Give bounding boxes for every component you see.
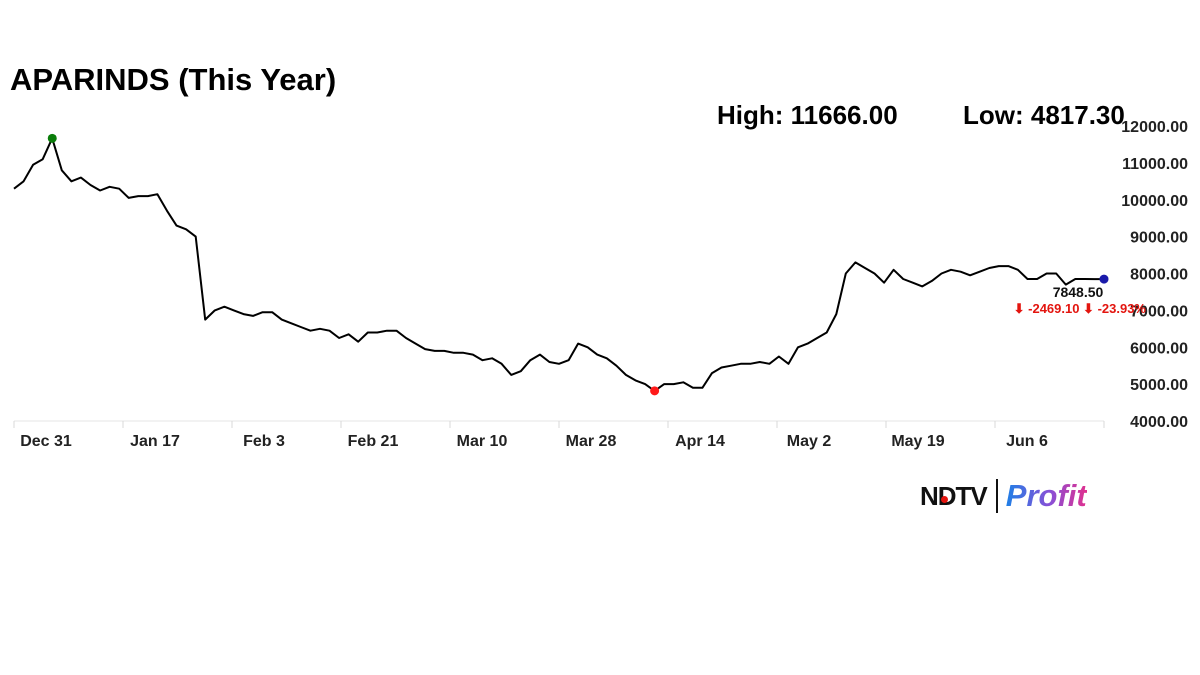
ndtv-red-dot [941,495,948,503]
x-tick-label: May 19 [891,433,944,450]
x-tick-label: Feb 3 [243,433,285,450]
x-tick-marks [13,421,1105,428]
y-tick-label: 6000.00 [1130,340,1188,357]
change-label: ⬇ -2469.10 ⬇ -23.93% [1014,301,1147,316]
y-tick-label: 12000.00 [1121,119,1188,136]
low-value: Low: 4817.30 [963,100,1125,130]
high-value: High: 11666.00 [717,100,898,130]
profit-wordmark: Profit [1005,478,1087,513]
x-axis-labels: Dec 31 Jan 17 Feb 3 Feb 21 Mar 10 Mar 28 Apr 1… [20,433,1048,450]
last-price-marker [1099,274,1109,284]
x-tick-label: Jan 17 [130,433,180,450]
x-tick-label: Jun 6 [1006,433,1048,450]
logo-divider [995,479,998,513]
x-tick-label: May 2 [787,433,832,450]
markers [47,133,1109,396]
chart-title: APARINDS (This Year) [10,62,337,97]
x-tick-label: Apr 14 [675,433,725,450]
y-axis-labels: 12000.00 11000.00 10000.00 9000.00 8000.00 70… [1121,119,1188,431]
y-tick-label: 9000.00 [1130,230,1188,247]
x-tick-label: Feb 21 [348,433,399,450]
price-line [13,137,1104,392]
ndtv-profit-logo: NDTV Profit [920,476,1087,516]
x-tick-label: Mar 28 [566,433,617,450]
x-tick-label: Dec 31 [20,433,72,450]
low-marker [650,386,660,396]
y-tick-label: 11000.00 [1122,156,1188,173]
x-tick-label: Mar 10 [457,433,508,450]
last-price-label: 7848.50 [1053,284,1104,300]
y-tick-label: 4000.00 [1130,414,1188,431]
y-tick-label: 5000.00 [1130,377,1188,394]
y-tick-label: 10000.00 [1121,193,1188,210]
y-tick-label: 7000.00 [1130,303,1188,320]
ndtv-wordmark: NDTV [920,480,988,511]
high-marker [47,133,57,143]
y-tick-label: 8000.00 [1130,267,1188,284]
